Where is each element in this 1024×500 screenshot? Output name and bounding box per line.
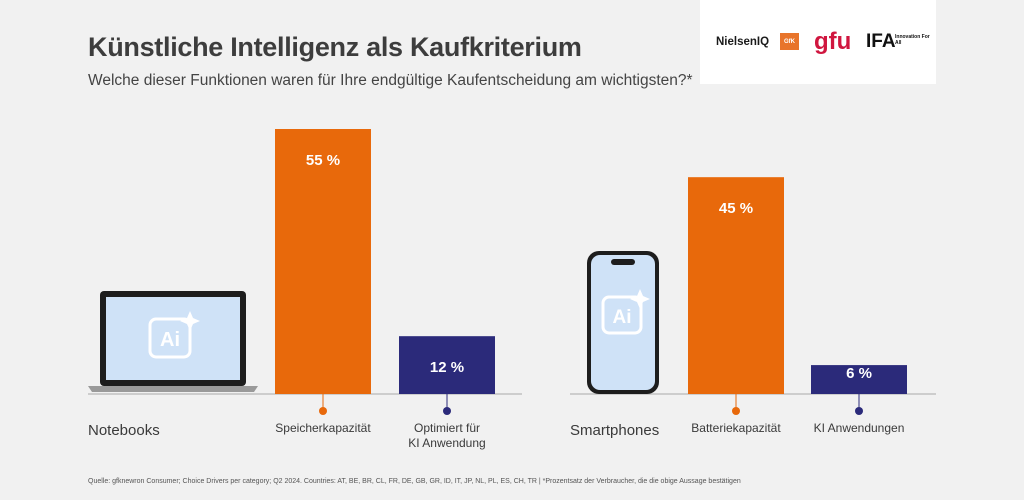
category-label: KI Anwendung xyxy=(408,436,485,450)
ai-badge-frame xyxy=(601,295,643,335)
category-label: Optimiert für xyxy=(414,421,480,435)
data-label: 12 % xyxy=(430,359,464,376)
laptop-screen xyxy=(106,297,240,380)
nielseniq-logo: NielsenIQ xyxy=(716,36,770,48)
logo-bar: NielsenIQ GfK gfu IFA Innovation For All xyxy=(700,0,936,84)
ai-badge-text: Ai xyxy=(160,329,180,351)
phone-screen xyxy=(591,255,655,390)
marker-dot xyxy=(732,407,740,415)
ai-badge-text: Ai xyxy=(613,307,632,328)
smartphone-ai-icon xyxy=(587,251,659,394)
laptop-base xyxy=(88,386,258,392)
category-label: KI Anwendungen xyxy=(814,421,905,435)
ifa-logo: IFA xyxy=(866,31,896,52)
category-label: Batteriekapazität xyxy=(691,421,781,435)
bar xyxy=(399,336,495,394)
gfu-logo: gfu xyxy=(814,28,852,55)
data-label: 55 % xyxy=(306,152,340,169)
group-label: Notebooks xyxy=(88,422,160,439)
marker-dot xyxy=(855,407,863,415)
data-label: 6 % xyxy=(846,365,872,382)
ifa-tagline: Innovation For All xyxy=(895,34,930,46)
sparkle-icon xyxy=(630,289,650,309)
chart-subtitle: Welche dieser Funktionen waren für Ihre … xyxy=(88,72,693,89)
ai-badge-frame xyxy=(148,317,192,359)
bar xyxy=(811,365,907,394)
bar xyxy=(688,177,784,394)
phone-notch xyxy=(611,259,635,265)
source-note: Quelle: gfknewron Consumer; Choice Drive… xyxy=(88,478,741,485)
category-label: Speicherkapazität xyxy=(275,421,371,435)
laptop-ai-icon xyxy=(88,291,258,392)
bar xyxy=(275,129,371,394)
group-label: Smartphones xyxy=(570,422,659,439)
sparkle-icon xyxy=(180,311,200,331)
marker-dot xyxy=(443,407,451,415)
data-label: 45 % xyxy=(719,200,753,217)
gfk-logo: GfK xyxy=(780,33,799,50)
chart-title: Künstliche Intelligenz als Kaufkriterium xyxy=(88,32,582,62)
marker-dot xyxy=(319,407,327,415)
